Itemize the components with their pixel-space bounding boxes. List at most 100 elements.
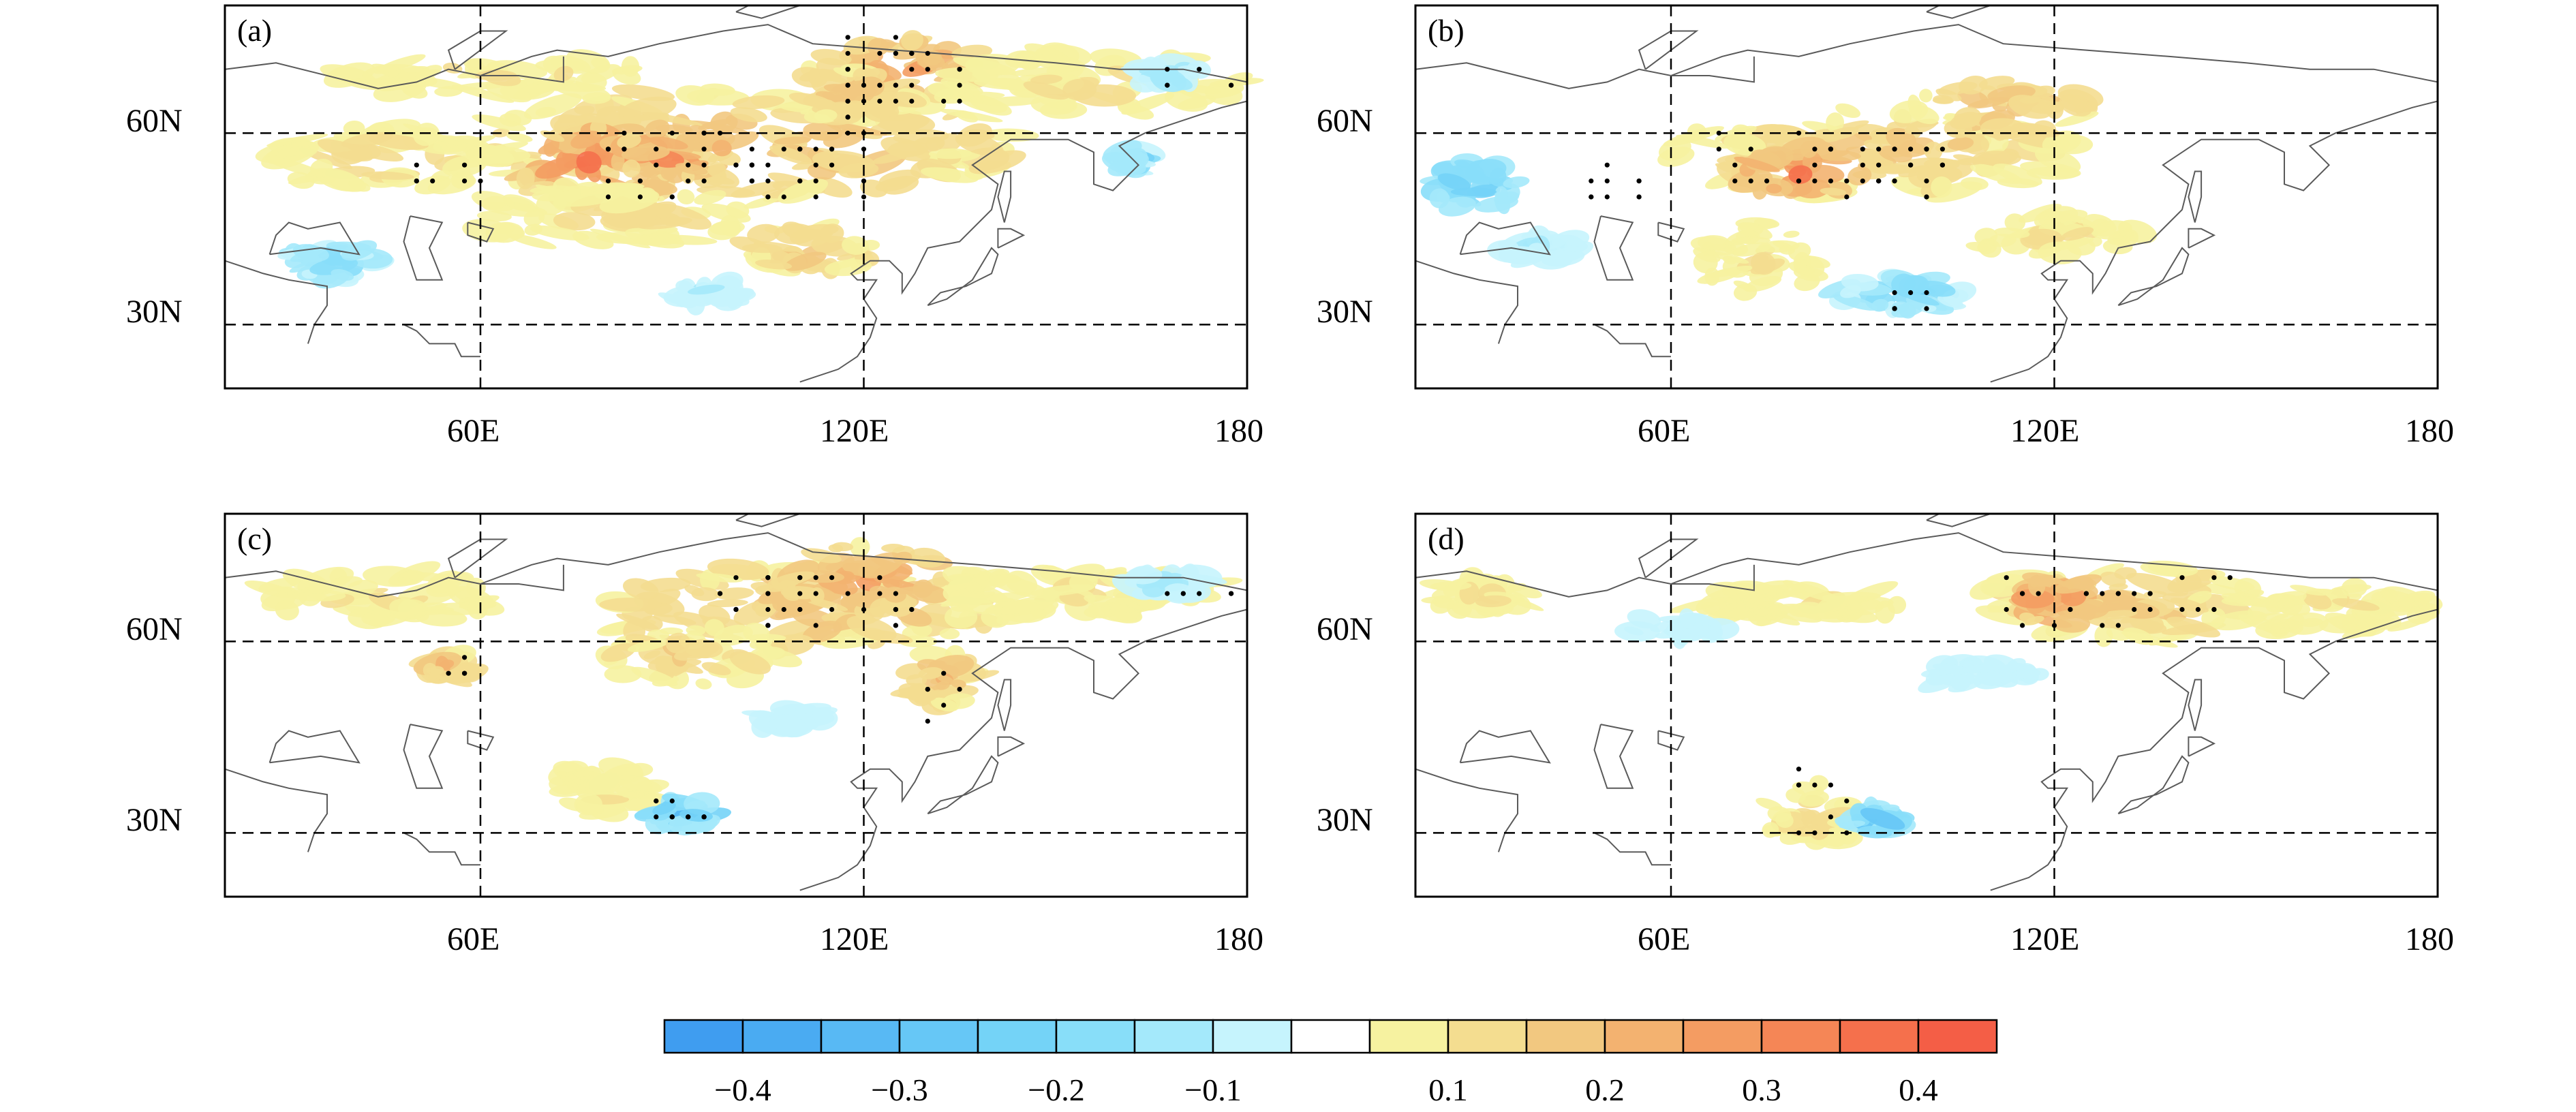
- anomaly-patch: [2052, 614, 2091, 633]
- anomaly-patch: [936, 675, 953, 683]
- anomaly-patch: [675, 280, 693, 294]
- significance-dots-d: [1796, 575, 2233, 835]
- anomaly-patch: [2004, 213, 2026, 232]
- anomaly-patch: [1871, 298, 1889, 312]
- significance-dot: [1604, 194, 1610, 200]
- anomaly-patch: [570, 130, 602, 149]
- anomaly-patch: [891, 91, 927, 108]
- anomaly-patch: [516, 167, 535, 189]
- y-tick-30n: 30N: [126, 802, 183, 838]
- significance-dot: [1828, 179, 1833, 184]
- colorbar-label: 0.4: [1899, 1072, 1938, 1107]
- anomaly-patch: [1950, 112, 1980, 129]
- anomaly-patch: [701, 662, 731, 675]
- significance-dot: [622, 130, 627, 136]
- x-tick-60e: 60E: [1638, 921, 1690, 957]
- anomaly-patch: [921, 167, 979, 183]
- anomaly-patch: [630, 775, 653, 796]
- anomaly-patch: [742, 243, 782, 253]
- significance-dot: [861, 82, 867, 88]
- anomaly-patch: [942, 664, 960, 675]
- anomaly-patch: [902, 623, 932, 640]
- significance-dot: [845, 67, 850, 72]
- anomaly-patch: [686, 292, 705, 315]
- coastline: [1657, 730, 1685, 751]
- anomaly-patch: [1950, 674, 1971, 691]
- significance-dot: [893, 591, 898, 596]
- significance-dot: [877, 575, 883, 581]
- significance-dot: [1748, 146, 1753, 152]
- anomaly-patch: [575, 72, 607, 92]
- significance-dot: [1796, 782, 1802, 788]
- anomaly-patch: [860, 179, 888, 198]
- anomaly-patch: [2055, 111, 2099, 127]
- coastline: [1415, 768, 1518, 852]
- significance-dot: [829, 575, 835, 581]
- anomaly-patch: [438, 660, 455, 670]
- anomaly-patch: [784, 251, 827, 271]
- anomaly-patch: [1030, 94, 1078, 115]
- anomaly-patch: [707, 161, 726, 177]
- coastline: [1415, 260, 1518, 344]
- anomaly-patch: [1429, 188, 1450, 208]
- anomaly-patch: [1141, 582, 1165, 598]
- significance-dot: [1828, 814, 1833, 820]
- anomaly-patch: [2303, 591, 2332, 610]
- significance-dot: [462, 179, 467, 184]
- anomaly-patch: [970, 96, 1012, 116]
- anomaly-patch: [1494, 186, 1508, 203]
- anomaly-patch: [617, 134, 641, 149]
- significance-dot: [1812, 830, 1818, 835]
- significance-dot: [1716, 130, 1721, 136]
- significance-dot: [1924, 194, 1929, 200]
- significance-dot: [733, 162, 739, 168]
- anomaly-patch: [485, 221, 524, 243]
- coastline: [997, 679, 1012, 731]
- anomaly-patch: [769, 145, 812, 165]
- coastline: [1990, 608, 2438, 891]
- coastline: [927, 755, 999, 815]
- anomaly-patch: [1103, 140, 1142, 162]
- significance-dot: [845, 50, 850, 56]
- colorbar-box: [1525, 1019, 1606, 1054]
- anomaly-patch: [1919, 89, 1933, 103]
- significance-dot: [701, 814, 707, 820]
- coastlines-c: [224, 513, 1248, 891]
- anomaly-patch: [1180, 574, 1227, 585]
- anomaly-field-c: [244, 537, 1243, 836]
- significance-dot: [1860, 162, 1865, 168]
- anomaly-patch: [747, 223, 780, 244]
- anomaly-patch: [1541, 248, 1585, 267]
- anomaly-patch: [767, 571, 815, 588]
- significance-dot: [941, 702, 947, 708]
- anomaly-patch: [726, 201, 750, 219]
- significance-dot: [2020, 623, 2025, 628]
- coastline: [1459, 730, 1551, 764]
- anomaly-patch: [589, 182, 644, 197]
- significance-dot: [749, 146, 754, 152]
- significance-dot: [957, 67, 962, 72]
- anomaly-patch: [707, 220, 741, 241]
- coastline: [1671, 564, 1755, 591]
- coastline: [467, 221, 495, 243]
- anomaly-patch: [1005, 50, 1038, 68]
- anomaly-patch: [1747, 605, 1773, 627]
- anomaly-patch: [887, 140, 929, 157]
- significance-dot: [1924, 146, 1929, 152]
- y-tick-60n: 60N: [1317, 611, 1373, 647]
- y-tick-60n: 60N: [1317, 103, 1373, 139]
- anomaly-patch: [2059, 94, 2092, 117]
- anomaly-patch: [363, 566, 420, 587]
- significance-dot: [1844, 830, 1850, 835]
- anomaly-patch: [1980, 118, 2027, 140]
- significance-dot: [1812, 782, 1818, 788]
- anomaly-patch: [1023, 81, 1069, 100]
- colorbar-box: [820, 1019, 901, 1054]
- significance-dot: [829, 606, 835, 613]
- map-frame-d: [1414, 512, 2439, 898]
- significance-dot: [893, 35, 898, 40]
- anomaly-patch: [1783, 230, 1800, 238]
- anomaly-patch: [623, 578, 659, 600]
- colorbar-labels: −0.4 −0.3 −0.2 −0.1 0.1 0.2 0.3 0.4: [714, 1072, 1937, 1107]
- anomaly-patch: [1062, 78, 1097, 101]
